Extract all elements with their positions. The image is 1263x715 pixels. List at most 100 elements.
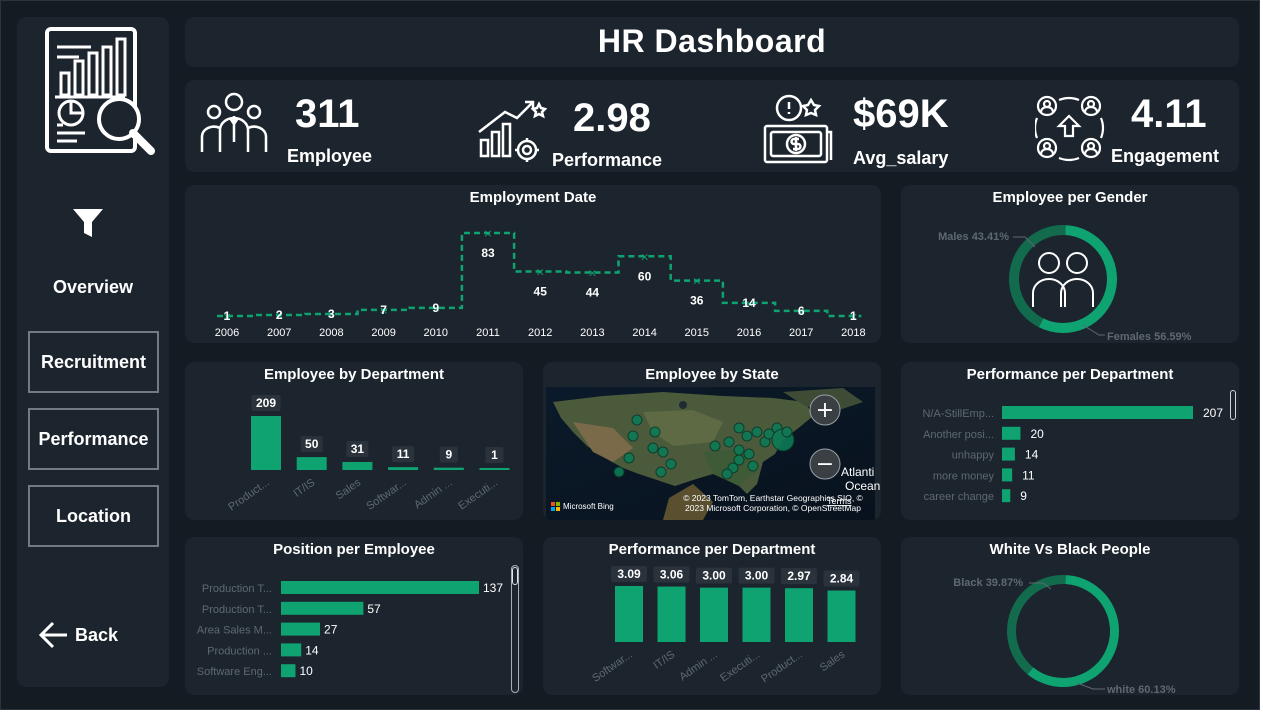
- dept-value-3: 11: [397, 447, 410, 461]
- perf-tick-0: Softwar...: [590, 649, 634, 685]
- employment-tick-2018: 2018: [841, 327, 865, 339]
- position-bar-chart: Production T... 137 Production T... 57 Area …: [197, 581, 503, 678]
- reason-tick-4: career change: [924, 491, 994, 503]
- perf-tick-2: Admin ...: [677, 649, 719, 684]
- employment-point-2018: ×: [849, 310, 858, 323]
- zoom-in-label: +: [816, 398, 834, 423]
- funnel-icon[interactable]: [71, 205, 105, 239]
- gender-leader-males: [1013, 236, 1036, 248]
- race-slice-1: [1007, 575, 1066, 675]
- employment-point-2017: ×: [797, 305, 806, 318]
- dept-tick-5: Executi...: [456, 477, 500, 513]
- nav-location-button[interactable]: Location: [28, 485, 159, 547]
- reason-scrollbar[interactable]: [1230, 390, 1236, 420]
- position-panel: Position per Employee Production T... 137…: [185, 537, 523, 695]
- us-state-map[interactable]: + − Atlanti Ocean Microsoft Bing © 2023 …: [543, 362, 881, 520]
- position-title: Position per Employee: [273, 541, 435, 558]
- dept-tick-3: Softwar...: [364, 477, 408, 513]
- position-scrollbar-thumb[interactable]: [512, 567, 518, 585]
- dept-bar-2: [342, 461, 373, 470]
- employment-date-chart: ×12006×22007×32008×72009×92010×832011×45…: [215, 227, 866, 339]
- department-bar-chart: 209 Product... 50 IT/IS 31 Sales 11 Softwar... 9…: [226, 395, 510, 513]
- reason-tick-0: N/A-StillEmp...: [922, 408, 994, 420]
- perf-tick-1: IT/IS: [651, 649, 677, 672]
- reason-bar-0: [1002, 406, 1193, 419]
- perf-tick-5: Sales: [818, 648, 848, 674]
- kpi-employee-label: Employee: [287, 146, 373, 166]
- race-panel: White Vs Black People Black 39.87% white …: [901, 537, 1239, 695]
- employment-point-2008: ×: [327, 308, 336, 321]
- dept-value-1: 50: [305, 437, 319, 451]
- employment-point-2012: ×: [536, 265, 545, 278]
- employment-value-2016: 14: [742, 296, 756, 310]
- dept-value-0: 209: [256, 396, 276, 410]
- dept-tick-4: Admin ...: [412, 477, 454, 512]
- race-leader-white: [1076, 682, 1105, 690]
- reason-bar-4: [1002, 489, 1011, 503]
- nav-recruitment-button[interactable]: Recruitment: [28, 331, 159, 393]
- department-title: Employee by Department: [263, 366, 445, 383]
- reason-bar-3: [1002, 468, 1013, 482]
- employment-tick-2012: 2012: [528, 327, 552, 339]
- position-scrollbar[interactable]: [511, 565, 519, 693]
- gender-title: Employee per Gender: [992, 189, 1148, 206]
- employment-point-2010: ×: [431, 302, 440, 315]
- employment-tick-2014: 2014: [632, 327, 656, 339]
- position-value-0: 137: [483, 581, 503, 595]
- employment-tick-2013: 2013: [580, 327, 604, 339]
- reason-panel: Performance per Department N/A-StillEmp.…: [901, 362, 1239, 520]
- employment-value-2008: 3: [328, 307, 335, 321]
- arrow-left-icon: [38, 621, 67, 649]
- perf-tick-3: Executi...: [718, 649, 762, 685]
- position-tick-3: Production ...: [207, 645, 272, 657]
- nav-performance-button[interactable]: Performance: [28, 408, 159, 470]
- map-terms-link[interactable]: Terms: [827, 496, 852, 506]
- kpi-engagement-label: Engagement: [1111, 146, 1220, 166]
- employment-tick-2010: 2010: [424, 327, 448, 339]
- perf-value-5-bg: [823, 570, 860, 587]
- dept-value-5: 1: [491, 448, 498, 462]
- back-button[interactable]: Back: [37, 619, 118, 651]
- reason-tick-3: more money: [933, 470, 995, 482]
- position-bar-3: [281, 643, 302, 657]
- state-map-title: Employee by State: [645, 366, 779, 383]
- dept-value-2-bg: [346, 440, 369, 457]
- perf-bar-3: [742, 587, 771, 642]
- dept-bar-1: [296, 457, 327, 470]
- employment-tick-2008: 2008: [319, 327, 343, 339]
- zoom-out-button[interactable]: −: [809, 448, 841, 480]
- employment-point-2014: ×: [640, 250, 649, 263]
- reason-bar-1: [1002, 426, 1021, 440]
- kpi-salary-label: Avg_salary: [853, 148, 949, 168]
- bing-brand: Microsoft Bing: [563, 502, 614, 511]
- reason-value-3: 11: [1022, 468, 1035, 482]
- bing-logo: Microsoft Bing: [551, 502, 614, 511]
- perf-bar-1: [657, 586, 686, 642]
- perf-value-3-bg: [738, 567, 775, 584]
- state-markers: [613, 414, 795, 480]
- person-head-0: [1038, 252, 1060, 274]
- position-value-1: 57: [367, 602, 381, 616]
- employment-date-panel: Employment Date × 1 2006 × 2 2007 × 3 2008 × 7 2009…: [185, 185, 881, 343]
- perf-bar-5: [827, 590, 856, 642]
- race-donut-chart: Black 39.87% white 60.13%: [953, 575, 1176, 695]
- kpi-performance-value: 2.98: [573, 96, 651, 140]
- zoom-in-button[interactable]: +: [809, 394, 841, 426]
- employment-point-2007: ×: [275, 309, 284, 322]
- position-bar-0: [281, 581, 479, 594]
- employment-value-2017: 6: [798, 304, 805, 318]
- dept-bar-4: [433, 467, 464, 470]
- people-icon: [1032, 252, 1094, 307]
- kpi-employee-value: 311: [295, 92, 360, 136]
- perf-bar-2: [700, 587, 728, 642]
- dept-bar-5: [479, 468, 510, 470]
- perf-value-4-bg: [781, 568, 817, 585]
- dept-value-0-bg: [251, 395, 281, 411]
- dept-value-4: 9: [445, 448, 452, 462]
- perf-value-1: 3.06: [660, 568, 684, 582]
- kpi-engagement-value: 4.11: [1131, 92, 1207, 136]
- perf-value-4: 2.97: [787, 569, 811, 583]
- gender-donut-chart: Males 43.41% Females 56.59%: [938, 225, 1192, 343]
- position-value-2: 27: [324, 623, 338, 637]
- nav-overview[interactable]: Overview: [52, 277, 134, 297]
